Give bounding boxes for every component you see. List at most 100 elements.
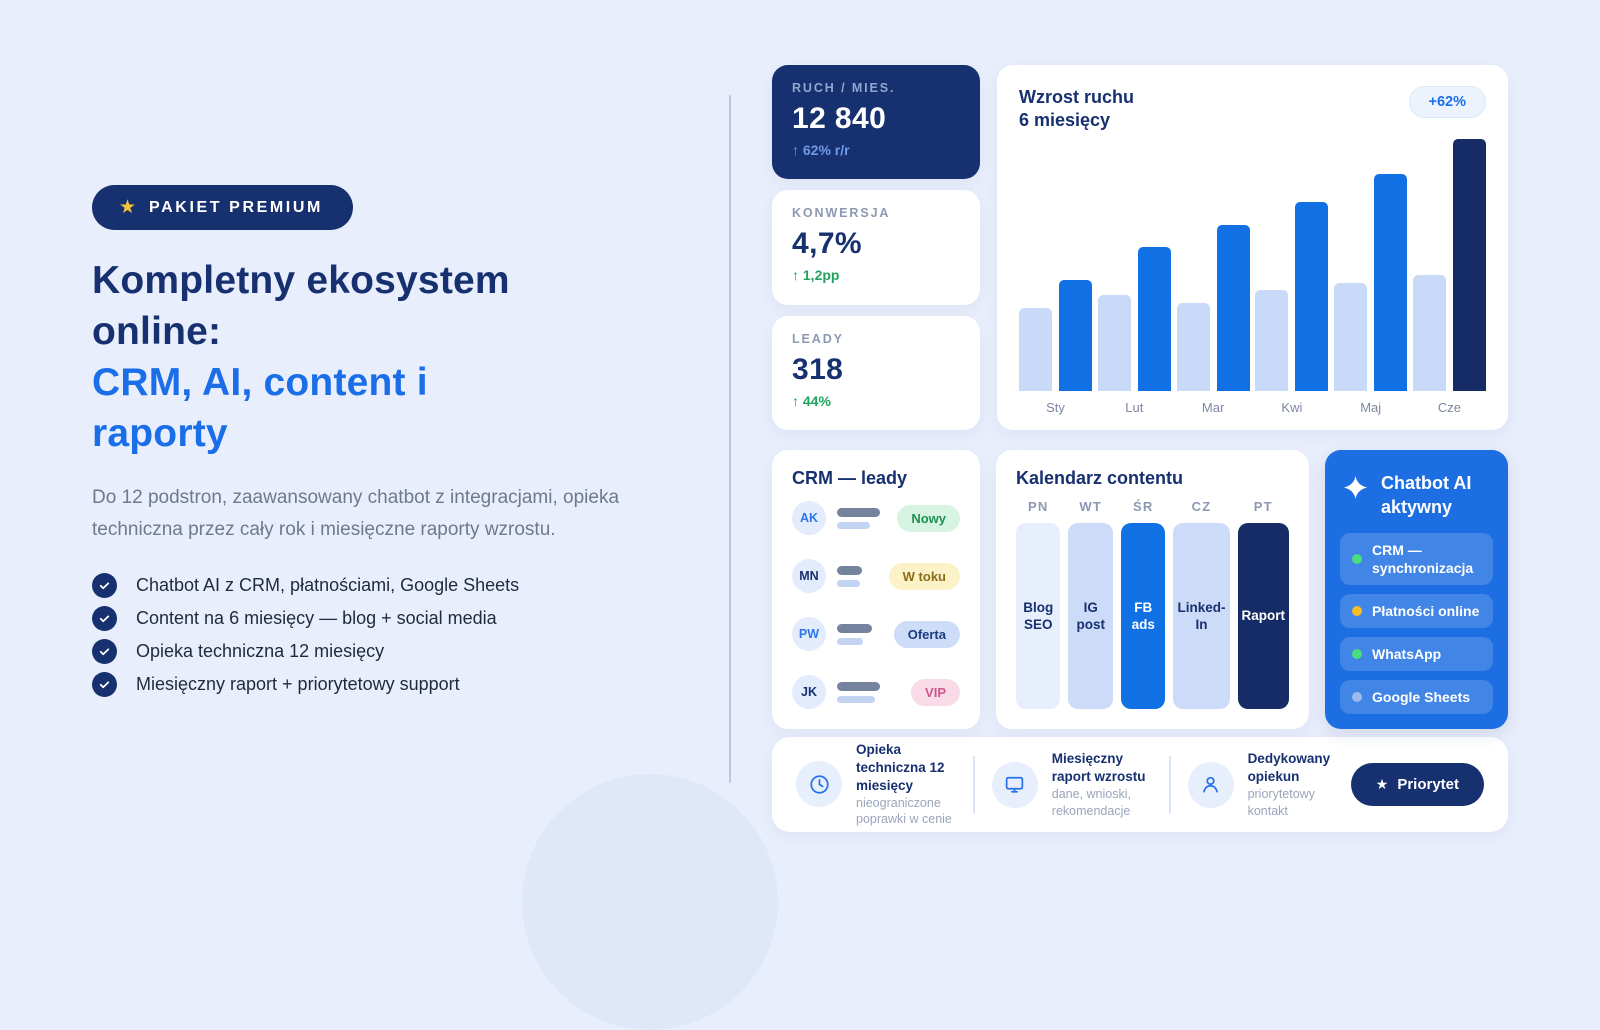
skeleton-line <box>837 579 860 587</box>
feature-text: Miesięczny raport wzrostu dane, wnioski, … <box>1052 750 1152 819</box>
stat-label: KONWERSJA <box>792 206 891 221</box>
chatbot-integrations: CRM — synchronizacja Płatności online What… <box>1340 532 1493 715</box>
checklist-item-label: Content na 6 miesięcy — blog + social me… <box>136 608 497 629</box>
lead-row-jk: JK VIP <box>792 675 960 710</box>
status-dot <box>1352 605 1362 616</box>
checklist-item-label: Miesięczny raport + priorytetowy support <box>136 674 460 695</box>
calendar-cell-pt: PT Raport <box>1237 499 1289 710</box>
bar-group-cze <box>1412 139 1486 391</box>
feature-subtitle: dane, wnioski, rekomendacje <box>1051 787 1131 818</box>
bar-okres-bie-cy-mar <box>1216 225 1250 391</box>
bar-group-mar <box>1176 225 1250 391</box>
crm-lead-rows: AK Nowy MN W toku PW Oferta JK VIP <box>792 501 960 710</box>
calendar-slot-blog-seo: Blog SEO <box>1016 523 1061 710</box>
bar-okres-bie-cy-cze <box>1452 139 1486 391</box>
skeleton-line <box>837 695 875 703</box>
chart-growth-badge: +62% <box>1408 86 1486 118</box>
avatar: JK <box>792 675 826 710</box>
stat-value: 12 840 <box>792 102 887 135</box>
stat-value: 4,7% <box>792 227 862 261</box>
lead-skeleton-lines <box>837 681 880 703</box>
feature-text: Opieka techniczna 12 miesięcy nieogranicz… <box>856 741 956 827</box>
calendar-day-label: PN <box>1028 499 1049 514</box>
checklist-item-1: Chatbot AI z CRM, płatnościami, Google S… <box>92 573 682 599</box>
clock-icon <box>796 761 842 808</box>
bar-group-kwi <box>1255 202 1329 391</box>
calendar-day-label: CZ <box>1191 499 1212 514</box>
bar-group-sty <box>1019 280 1092 391</box>
calendar-slot-linked-in: Linked-In <box>1173 523 1230 710</box>
calendar-cell-cz: CZ Linked-In <box>1173 499 1230 710</box>
calendar-day-label: WT <box>1079 499 1103 514</box>
status-dot <box>1352 649 1362 660</box>
status-dot <box>1352 553 1362 564</box>
axis-label-sty: Sty <box>1046 400 1065 415</box>
person-icon <box>1187 761 1234 808</box>
feature-opieka-techniczna-12-miesi-cy: Opieka techniczna 12 miesięcy nieogranicz… <box>796 741 956 827</box>
integration-label: CRM — synchronizacja <box>1372 541 1474 576</box>
stat-card-ruch-mies: RUCH / MIES. 12 840 ↑ 62% r/r <box>772 65 980 180</box>
avatar: AK <box>792 501 826 535</box>
calendar-slot-fb-ads: FB ads <box>1120 523 1166 710</box>
bar-chart <box>1017 138 1488 391</box>
integration-whatsapp: WhatsApp <box>1340 637 1493 672</box>
bar-okres-poprzedni-mar <box>1176 303 1210 391</box>
axis-label-maj: Maj <box>1360 400 1382 415</box>
calendar-day-label: ŚR <box>1133 499 1154 514</box>
priority-button-label: Priorytet <box>1397 776 1459 793</box>
page-title: Kompletny ekosystem online: CRM, AI, con… <box>92 255 682 459</box>
lead-status-badge: W toku <box>888 562 960 590</box>
axis-label-kwi: Kwi <box>1281 400 1303 415</box>
lead-skeleton-lines <box>837 565 862 587</box>
lead-status-badge: Nowy <box>897 504 960 532</box>
axis-label-mar: Mar <box>1201 400 1225 415</box>
lead-row-mn: MN W toku <box>792 559 960 594</box>
calendar-card-title: Kalendarz contentu <box>1016 468 1184 488</box>
lead-status-badge: Oferta <box>893 620 960 648</box>
feature-subtitle: nieograniczone poprawki w cenie <box>856 796 952 827</box>
avatar: PW <box>792 617 826 652</box>
bar-okres-poprzedni-lut <box>1097 295 1131 391</box>
checklist-item-4: Miesięczny raport + priorytetowy support <box>92 672 682 698</box>
stat-value: 318 <box>792 352 844 386</box>
skeleton-line <box>837 681 880 691</box>
bar-okres-poprzedni-kwi <box>1255 290 1289 391</box>
stat-delta: ↑ 1,2pp <box>792 267 840 284</box>
feature-divider <box>1168 755 1171 814</box>
lead-row-ak: AK Nowy <box>792 501 960 535</box>
checklist-item-label: Chatbot AI z CRM, płatnościami, Google S… <box>136 575 520 596</box>
check-icon <box>92 639 117 665</box>
bar-okres-poprzedni-cze <box>1412 275 1446 391</box>
bar-group-lut <box>1097 247 1171 391</box>
bar-okres-bie-cy-kwi <box>1295 202 1329 391</box>
axis-label-cze: Cze <box>1437 400 1462 415</box>
integration-crm-synchronizacja: CRM — synchronizacja <box>1340 532 1493 585</box>
skeleton-line <box>837 637 863 645</box>
calendar-day-label: PT <box>1253 499 1273 514</box>
check-icon <box>92 606 117 632</box>
checklist-item-label: Opieka techniczna 12 miesięcy <box>136 641 385 662</box>
bar-okres-poprzedni-sty <box>1019 308 1052 391</box>
premium-badge-label: PAKIET PREMIUM <box>149 198 323 216</box>
bar-okres-bie-cy-maj <box>1374 174 1408 391</box>
check-icon <box>92 573 117 599</box>
avatar: MN <box>792 559 826 594</box>
bar-group-maj <box>1334 174 1408 391</box>
skeleton-line <box>837 507 880 517</box>
chatbot-title: Chatbot AI aktywny <box>1381 473 1472 517</box>
lead-skeleton-lines <box>837 507 880 529</box>
stat-delta: ↑ 44% <box>792 392 831 409</box>
lead-row-pw: PW Oferta <box>792 617 960 652</box>
priority-button[interactable]: ★ Priorytet <box>1350 763 1484 806</box>
feature-checklist: Chatbot AI z CRM, płatnościami, Google S… <box>92 573 682 698</box>
stat-card-konwersja: KONWERSJA 4,7% ↑ 1,2pp <box>772 190 980 305</box>
dashboard-panel: RUCH / MIES. 12 840 ↑ 62% r/r KONWERSJA 4,7%… <box>772 65 1508 832</box>
skeleton-line <box>837 565 862 575</box>
calendar-grid: PN Blog SEO WT IG post ŚR FB ads CZ Linked-In PT… <box>1016 499 1289 710</box>
feature-title: Miesięczny raport wzrostu <box>1051 751 1146 784</box>
bar-okres-bie-cy-sty <box>1059 280 1092 391</box>
stat-label: RUCH / MIES. <box>792 81 896 95</box>
feature-text: Dedykowany opiekun priorytetowy kontakt <box>1248 750 1334 819</box>
bar-chart-labels: Sty Lut Mar Kwi Maj Cze <box>1017 400 1488 415</box>
title-line-3: CRM, AI, content i <box>92 361 428 405</box>
